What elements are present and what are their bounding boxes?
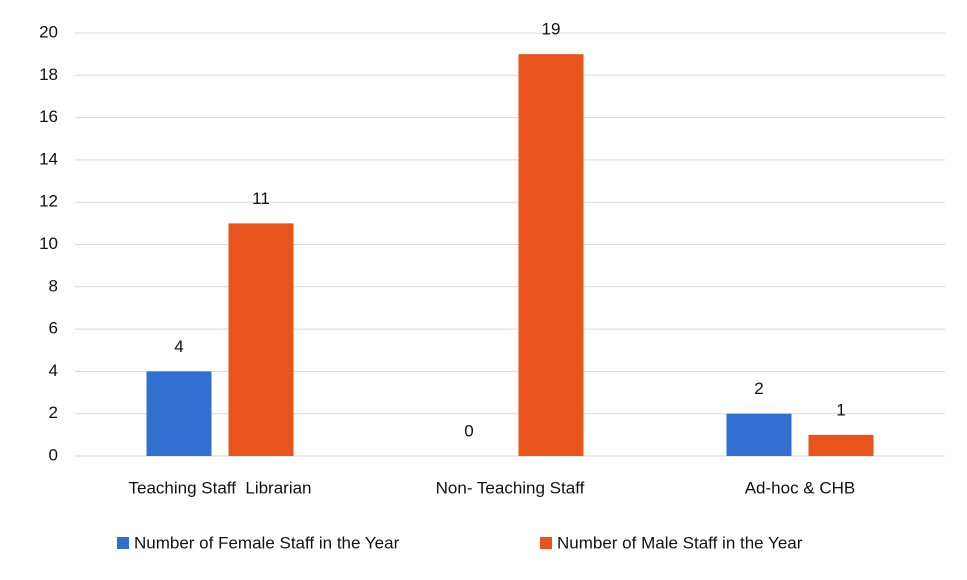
- x-tick-label: Ad-hoc & CHB: [745, 478, 856, 497]
- legend-label: Number of Male Staff in the Year: [557, 533, 803, 552]
- legend-label: Number of Female Staff in the Year: [134, 533, 400, 552]
- y-tick-label: 10: [39, 234, 58, 253]
- y-tick-label: 18: [39, 65, 58, 84]
- x-tick-label: Non- Teaching Staff: [436, 478, 585, 497]
- y-tick-label: 0: [49, 445, 58, 464]
- y-tick-label: 6: [49, 319, 58, 338]
- y-tick-label: 16: [39, 107, 58, 126]
- bar: [228, 223, 294, 456]
- data-label: 11: [252, 189, 270, 208]
- y-tick-label: 20: [39, 22, 58, 41]
- legend-swatch: [117, 537, 129, 549]
- data-label: 2: [754, 379, 763, 398]
- data-label: 0: [464, 421, 473, 440]
- y-tick-label: 14: [39, 149, 58, 168]
- y-tick-label: 4: [49, 361, 58, 380]
- bar: [518, 54, 584, 457]
- bar: [726, 413, 792, 456]
- bar: [808, 434, 874, 456]
- x-tick-label: Teaching Staff Librarian: [128, 478, 311, 497]
- y-tick-label: 2: [49, 403, 58, 422]
- data-label: 1: [836, 400, 845, 419]
- data-label: 19: [542, 20, 561, 39]
- bar: [146, 371, 212, 456]
- y-tick-label: 8: [49, 276, 58, 295]
- y-tick-label: 12: [39, 192, 58, 211]
- legend-swatch: [540, 537, 552, 549]
- data-label: 4: [174, 337, 183, 356]
